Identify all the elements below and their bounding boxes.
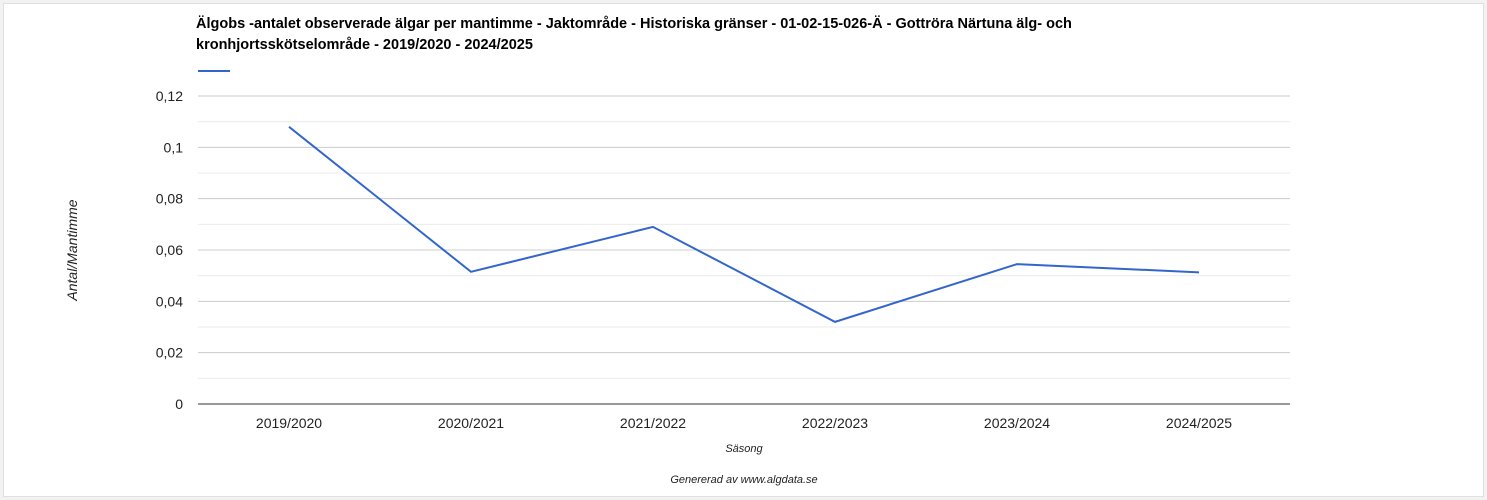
data-point[interactable] (286, 124, 292, 130)
series-line (288, 126, 1200, 323)
data-point[interactable] (650, 224, 656, 230)
y-axis-ticks: 0 0,02 0,04 0,06 0,08 0,1 0,12 (156, 88, 183, 412)
x-tick-label: 2022/2023 (802, 415, 868, 431)
x-axis-ticks: 2019/2020 2020/2021 2021/2022 2022/2023 2023… (256, 415, 1232, 431)
data-point[interactable] (468, 269, 474, 275)
y-tick-label: 0,1 (164, 139, 184, 155)
data-point[interactable] (1196, 269, 1202, 275)
y-tick-label: 0,08 (156, 191, 183, 207)
y-axis-title: Antal/Mantimme (64, 199, 80, 301)
x-tick-label: 2024/2025 (1166, 415, 1232, 431)
y-tick-label: 0,12 (156, 88, 183, 104)
gridlines (198, 95, 1290, 379)
x-tick-label: 2020/2021 (438, 415, 504, 431)
data-point[interactable] (1014, 261, 1020, 267)
data-point[interactable] (832, 319, 838, 325)
footer-credit: Genererad av www.algdata.se (670, 474, 818, 486)
x-tick-label: 2021/2022 (620, 415, 686, 431)
x-tick-label: 2023/2024 (984, 415, 1050, 431)
chart-title: Älgobs -antalet observerade älgar per ma… (196, 16, 1072, 53)
y-tick-label: 0,02 (156, 345, 183, 361)
y-tick-label: 0 (175, 396, 183, 412)
y-tick-label: 0,04 (156, 293, 183, 309)
x-axis-title: Säsong (725, 443, 763, 455)
y-tick-label: 0,06 (156, 242, 183, 258)
x-tick-label: 2019/2020 (256, 415, 322, 431)
